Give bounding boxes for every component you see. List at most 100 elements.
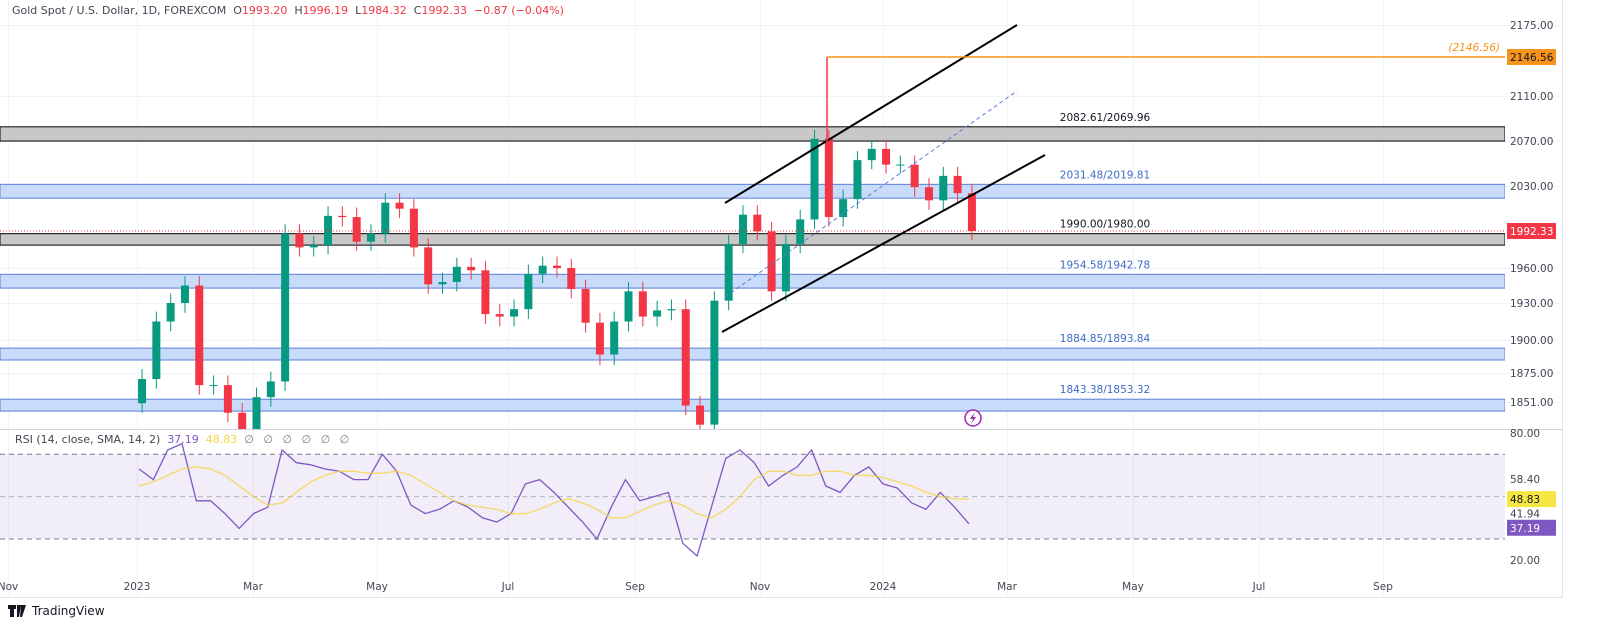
- candle-body: [252, 397, 261, 429]
- candle-body: [896, 164, 905, 166]
- close-label: C: [413, 4, 422, 17]
- time-tick-label: 2024: [870, 581, 897, 593]
- zone-label: 2082.61/2069.96: [1060, 112, 1151, 124]
- rsi-tick-label: 20.00: [1510, 555, 1540, 567]
- candle-body: [366, 233, 375, 242]
- time-tick-label: 2023: [124, 581, 151, 593]
- zone-label: 1843.38/1853.32: [1060, 384, 1150, 396]
- lightning-icon[interactable]: [964, 409, 982, 427]
- rsi-badge: [1507, 519, 1556, 536]
- candle-body: [724, 243, 733, 301]
- zone-blue[interactable]: [0, 347, 1505, 361]
- price-tick-label: 2070.00: [1510, 136, 1553, 148]
- candle-body: [796, 219, 805, 244]
- candle-body: [552, 265, 561, 268]
- candle-body: [939, 175, 948, 201]
- time-tick-label: Jul: [501, 581, 515, 593]
- rsi-tick-label: 41.94: [1510, 509, 1540, 521]
- symbol-legend[interactable]: Gold Spot / U.S. Dollar, 1D, FOREXCOM O1…: [12, 4, 564, 17]
- candle-body: [710, 300, 719, 425]
- candle-body: [624, 291, 633, 322]
- candles: [138, 129, 976, 429]
- candle-body: [166, 303, 175, 322]
- candle-body: [309, 245, 318, 248]
- candle-body: [967, 193, 976, 231]
- zone-label: 2031.48/2019.81: [1060, 169, 1150, 181]
- time-axis[interactable]: Nov 2023 Mar May Jul Sep Nov 2024 Mar May Jul Sep: [0, 581, 1393, 593]
- rsi-title: RSI (14, close, SMA, 14, 2): [15, 433, 161, 446]
- rsi-na-values: ∅ ∅ ∅ ∅ ∅ ∅: [244, 433, 353, 446]
- channel-upper-line[interactable]: [724, 24, 1018, 204]
- zone-label: 1954.58/1942.78: [1060, 259, 1150, 271]
- drawings[interactable]: [721, 24, 1046, 333]
- price-tick-label: 1875.00: [1510, 368, 1553, 380]
- price-tick-label: 1930.00: [1510, 298, 1553, 310]
- candle-body: [295, 233, 304, 248]
- candle-body: [581, 289, 590, 323]
- price-tick-label: 2200.00: [1510, 0, 1553, 3]
- open-label: O: [233, 4, 242, 17]
- low-label: L: [355, 4, 362, 17]
- price-tick-label: 1900.00: [1510, 335, 1553, 347]
- price-axis[interactable]: 2200.00 2175.00 2110.00 2070.00 2030.00 1960.…: [1507, 0, 1556, 409]
- candle-body: [266, 381, 275, 398]
- candle-body: [924, 187, 933, 201]
- open-value: 1993.20: [241, 4, 288, 17]
- rsi-value: 37.19: [167, 433, 199, 446]
- support-resistance-zones: 2082.61/2069.96 2031.48/2019.81 1990.00/19…: [0, 112, 1505, 412]
- candle-body: [753, 214, 762, 232]
- candle-body: [338, 215, 347, 218]
- price-tick-label: 2030.00: [1510, 181, 1553, 193]
- candle-body: [424, 247, 433, 285]
- candle-body: [152, 321, 161, 380]
- rsi-legend[interactable]: RSI (14, close, SMA, 14, 2) 37.19 48.83 …: [15, 433, 352, 446]
- rsi-tick-label: 80.00: [1510, 428, 1540, 440]
- grid: [0, 0, 1562, 597]
- candle-body: [638, 291, 647, 317]
- level-label: (2146.56): [1448, 42, 1500, 54]
- candle-body: [910, 164, 919, 188]
- channel-mid-line[interactable]: [724, 90, 1018, 298]
- marked-level[interactable]: (2146.56): [826, 42, 1505, 198]
- zone-blue[interactable]: [0, 273, 1505, 289]
- candle-body: [467, 266, 476, 271]
- tradingview-logo[interactable]: TradingView: [8, 604, 105, 618]
- candle-body: [681, 309, 690, 406]
- candle-body: [238, 412, 247, 429]
- close-value: 1992.33: [421, 4, 467, 17]
- rsi-sma-value: 48.83: [205, 433, 238, 446]
- rsi-sma-label: 48.83: [1510, 494, 1540, 506]
- candle-body: [324, 215, 333, 246]
- high-value: 1996.19: [302, 4, 349, 17]
- time-tick-label: Sep: [1373, 581, 1393, 593]
- zone-gray[interactable]: [0, 126, 1505, 142]
- candle-body: [738, 214, 747, 244]
- channel-lower-line[interactable]: [721, 154, 1046, 333]
- candle-body: [853, 160, 862, 200]
- marked-level-label: 2146.56: [1510, 52, 1554, 64]
- candle-body: [452, 266, 461, 282]
- change-value: −0.87 (−0.04%): [473, 4, 564, 17]
- candle-body: [839, 199, 848, 218]
- candle-body: [595, 322, 604, 355]
- price-tick-label: 1960.00: [1510, 263, 1553, 275]
- candle-body: [824, 138, 833, 218]
- candle-body: [395, 202, 404, 209]
- rsi-axis[interactable]: 80.00 58.40 41.94 20.00 48.83 37.19: [1507, 428, 1556, 567]
- time-tick-label: May: [366, 581, 388, 593]
- candle-body: [180, 285, 189, 303]
- tradingview-logo-icon: [8, 605, 26, 617]
- time-tick-label: Mar: [243, 581, 263, 593]
- candle-body: [610, 321, 619, 355]
- price-tick-label: 1851.00: [1510, 397, 1553, 409]
- time-tick-label: May: [1122, 581, 1144, 593]
- candle-body: [138, 379, 147, 404]
- rsi-label: 37.19: [1510, 523, 1540, 535]
- zone-blue[interactable]: [0, 398, 1505, 412]
- zone-blue[interactable]: [0, 183, 1505, 199]
- candle-body: [409, 208, 418, 248]
- rsi-sma-badge: [1507, 491, 1556, 508]
- zone-gray[interactable]: [0, 233, 1505, 246]
- candle-body: [696, 405, 705, 425]
